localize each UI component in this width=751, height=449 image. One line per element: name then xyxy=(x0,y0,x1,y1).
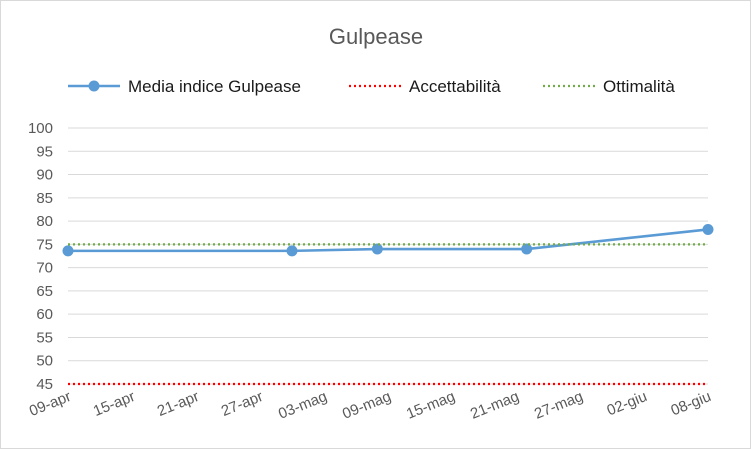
data-point xyxy=(286,245,298,257)
legend-label-1: Accettabilità xyxy=(409,77,501,96)
y-tick-label: 85 xyxy=(36,190,53,207)
y-tick-label: 100 xyxy=(28,120,53,137)
legend-label-2: Ottimalità xyxy=(603,77,675,96)
data-point xyxy=(702,223,714,235)
legend-label-0: Media indice Gulpease xyxy=(128,77,301,96)
y-tick-label: 55 xyxy=(36,329,53,346)
y-tick-label: 75 xyxy=(36,236,53,253)
data-point xyxy=(521,243,533,255)
y-tick-label: 50 xyxy=(36,353,53,370)
y-tick-label: 60 xyxy=(36,306,53,323)
y-tick-label: 70 xyxy=(36,260,53,277)
y-tick-label: 65 xyxy=(36,283,53,300)
legend: Media indice Gulpease Accettabilità Ottima… xyxy=(68,77,675,96)
y-tick-label: 80 xyxy=(36,213,53,230)
series-group xyxy=(62,223,714,386)
y-tick-label: 95 xyxy=(36,143,53,160)
y-axis: 45 50 55 60 65 70 75 80 85 90 95 100 xyxy=(28,120,53,393)
y-tick-label: 90 xyxy=(36,167,53,184)
chart-title: Gulpease xyxy=(329,24,423,49)
data-point xyxy=(371,243,383,255)
legend-marker xyxy=(88,80,100,92)
y-tick-label: 45 xyxy=(36,376,53,393)
data-point xyxy=(62,245,74,257)
gridlines xyxy=(68,127,708,385)
